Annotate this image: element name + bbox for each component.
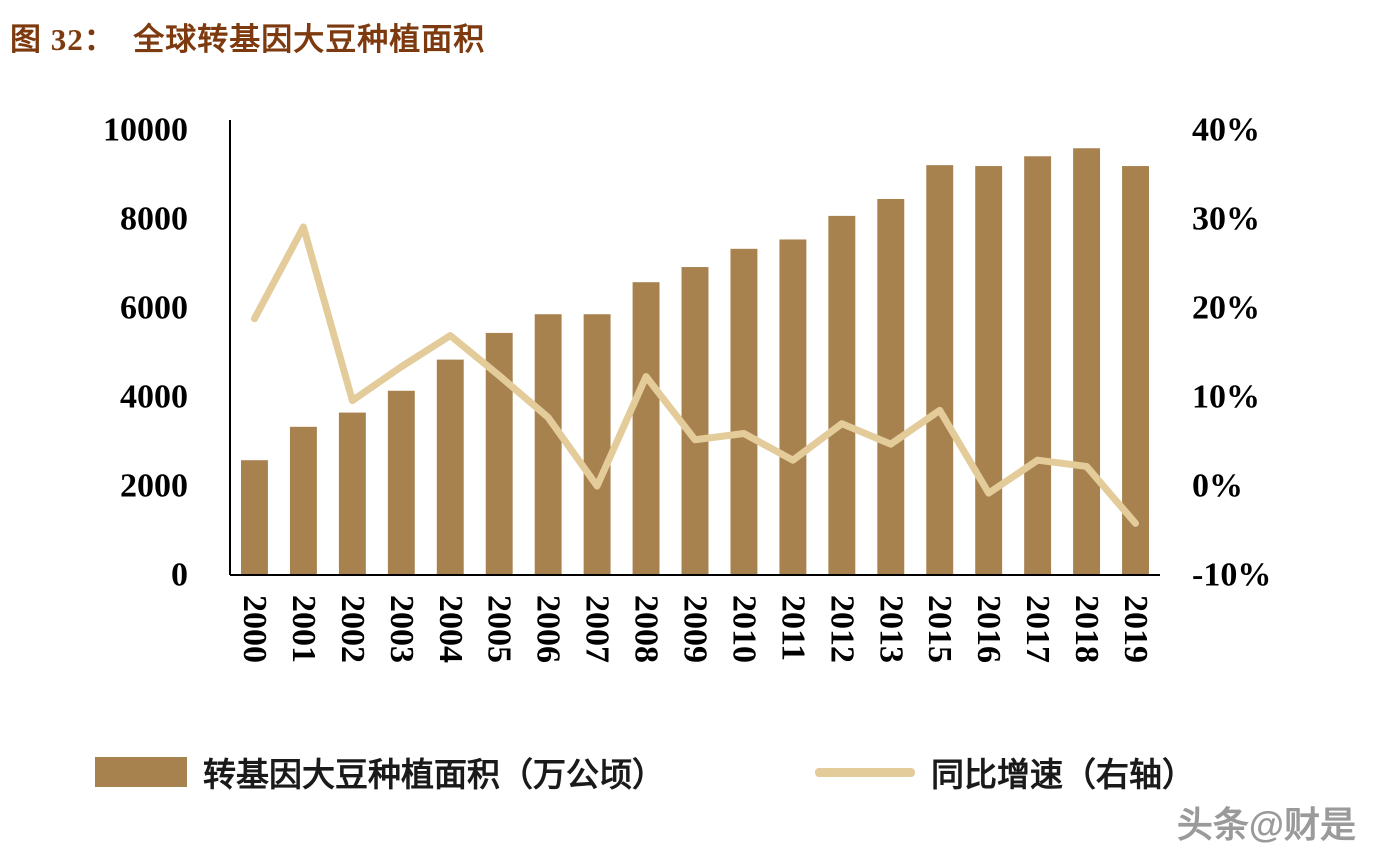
svg-text:20%: 20% bbox=[1192, 290, 1260, 327]
svg-text:2007: 2007 bbox=[579, 595, 616, 663]
svg-text:40%: 40% bbox=[1192, 112, 1260, 149]
combo-chart: 0 2000 4000 6000 8000 10000 -10% 0% 10% 20% 30% 40%… bbox=[103, 112, 1271, 664]
svg-text:2001: 2001 bbox=[285, 595, 322, 663]
figure-title: 图 32： 全球转基因大豆种植面积 bbox=[10, 22, 486, 57]
svg-text:2010: 2010 bbox=[725, 595, 762, 663]
svg-text:0%: 0% bbox=[1192, 468, 1243, 505]
svg-text:4000: 4000 bbox=[120, 379, 188, 416]
legend-item-planting-area: 转基因大豆种植面积（万公顷） bbox=[95, 748, 665, 796]
svg-text:2005: 2005 bbox=[481, 595, 518, 663]
svg-text:0: 0 bbox=[171, 557, 188, 594]
svg-text:2011: 2011 bbox=[774, 595, 811, 661]
legend-label-planting-area: 转基因大豆种植面积（万公顷） bbox=[203, 758, 665, 794]
svg-text:2018: 2018 bbox=[1068, 595, 1105, 663]
svg-text:2006: 2006 bbox=[530, 595, 567, 663]
watermark: 头条@财是 bbox=[1176, 804, 1356, 845]
svg-text:2000: 2000 bbox=[236, 595, 273, 663]
svg-text:2008: 2008 bbox=[628, 595, 665, 663]
svg-text:30%: 30% bbox=[1192, 201, 1260, 238]
svg-text:8000: 8000 bbox=[120, 201, 188, 238]
svg-text:2012: 2012 bbox=[823, 595, 860, 663]
svg-text:2016: 2016 bbox=[970, 595, 1007, 663]
svg-text:2015: 2015 bbox=[921, 595, 958, 663]
svg-text:2002: 2002 bbox=[334, 595, 371, 663]
legend-line-swatch bbox=[815, 767, 915, 777]
svg-text:2000: 2000 bbox=[120, 468, 188, 505]
svg-text:10%: 10% bbox=[1192, 379, 1260, 416]
svg-text:2019: 2019 bbox=[1117, 595, 1154, 663]
svg-text:-10%: -10% bbox=[1192, 557, 1271, 594]
svg-text:2013: 2013 bbox=[872, 595, 909, 663]
legend-item-growth-rate: 同比增速（右轴） bbox=[815, 748, 1195, 796]
svg-text:2009: 2009 bbox=[677, 595, 714, 663]
legend-label-growth-rate: 同比增速（右轴） bbox=[931, 758, 1195, 794]
svg-text:2017: 2017 bbox=[1019, 595, 1056, 663]
svg-text:6000: 6000 bbox=[120, 290, 188, 327]
chart-legend: 转基因大豆种植面积（万公顷） 同比增速（右轴） bbox=[0, 748, 1374, 796]
svg-text:10000: 10000 bbox=[103, 112, 188, 149]
svg-text:2004: 2004 bbox=[432, 595, 469, 663]
svg-text:2003: 2003 bbox=[383, 595, 420, 663]
legend-bar-swatch bbox=[95, 757, 187, 787]
